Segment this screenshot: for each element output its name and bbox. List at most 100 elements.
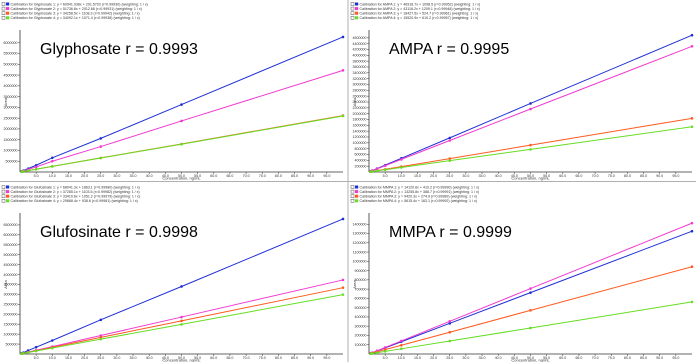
- x-axis-label: Concentration, ng/mL: [162, 358, 201, 362]
- y-tick-label: 3800000: [353, 59, 367, 63]
- data-point-s2: [448, 319, 452, 323]
- data-point-s1: [99, 318, 103, 322]
- legend-entry: Calibration for MMPA 4: y = 5615.4x + 16…: [360, 199, 478, 203]
- y-tick-label: 6000000: [4, 233, 18, 237]
- y-tick-label: 600000: [355, 297, 367, 301]
- data-point-s4: [448, 159, 452, 162]
- data-point-s2: [383, 164, 387, 167]
- x-tick-label: 5.0: [34, 174, 39, 178]
- data-point-s1: [341, 35, 345, 39]
- x-tick-label: 10.0: [49, 174, 56, 178]
- data-point-s1: [180, 103, 183, 106]
- y-tick-label: 1000000: [4, 149, 18, 153]
- data-point-s4: [400, 166, 403, 169]
- legend-swatch: [6, 199, 10, 203]
- x-tick-label: 40.0: [146, 174, 153, 178]
- x-tick-label: 35.0: [479, 356, 486, 360]
- data-point-s2: [375, 167, 379, 171]
- data-point-s1: [51, 156, 54, 160]
- data-point-s4: [341, 114, 345, 118]
- x-tick-label: 85.0: [640, 356, 647, 360]
- data-point-s2: [341, 69, 345, 72]
- data-point-s4: [21, 170, 25, 173]
- legend-checkbox: [350, 11, 355, 15]
- y-tick-label: 3600000: [353, 65, 367, 69]
- y-tick-label: 1200000: [353, 135, 367, 139]
- y-tick-label: 2400000: [353, 100, 367, 104]
- x-tick-label: 5.0: [383, 174, 388, 178]
- data-point-s4: [51, 346, 54, 350]
- data-point-s4: [448, 339, 452, 343]
- legend-checkbox: [1, 2, 6, 6]
- x-tick-label: 45.0: [511, 356, 518, 360]
- y-axis-label: Area: [3, 280, 8, 289]
- legend-checkbox: [1, 16, 6, 20]
- data-point-s2: [690, 221, 694, 225]
- data-point-s2: [34, 165, 38, 169]
- x-tick-label: 15.0: [65, 174, 72, 178]
- y-tick-label: 2800000: [353, 89, 367, 93]
- y-tick-label: 5500000: [4, 52, 18, 56]
- chart-panel-2: Calibration for AMPA 1: y = 46918.7x + 1…: [350, 2, 694, 181]
- legend-entry: Calibration for AMPA 4: y = 15520.9x + 6…: [360, 16, 479, 20]
- y-tick-label: 4400000: [353, 42, 367, 46]
- x-tick-label: 90.0: [656, 356, 663, 360]
- legend-entry: Calibration for Glyphosate 2: y = 51736.…: [11, 7, 142, 11]
- data-point-s2: [448, 139, 452, 142]
- legend-swatch: [6, 7, 10, 11]
- data-point-s1: [448, 322, 452, 325]
- legend-swatch: [355, 7, 359, 11]
- data-point-s4: [370, 170, 374, 173]
- x-tick-label: 70.0: [592, 356, 599, 360]
- y-tick-label: 700000: [355, 287, 367, 291]
- legend-swatch: [355, 199, 359, 203]
- x-tick-label: 30.0: [462, 356, 469, 360]
- data-point-s4: [375, 351, 379, 355]
- data-point-s4: [180, 142, 183, 146]
- x-tick-label: 15.0: [65, 356, 72, 360]
- x-tick-label: 25.0: [446, 356, 453, 360]
- x-tick-label: 30.0: [113, 174, 120, 178]
- legend-checkbox: [350, 16, 355, 20]
- x-tick-label: 60.0: [559, 174, 566, 178]
- x-tick-label: 20.0: [430, 356, 437, 360]
- legend-entry: Calibration for MMPA 3: y = 9420.3x + 27…: [360, 195, 478, 199]
- x-tick-label: 35.0: [130, 174, 137, 178]
- legend-entry: Calibration for AMPA 3: y = 18427.5x + 5…: [360, 12, 479, 16]
- data-point-s1: [51, 339, 54, 342]
- data-point-s3: [529, 143, 532, 147]
- data-point-s1: [690, 229, 694, 233]
- x-tick-label: 20.0: [430, 174, 437, 178]
- data-point-s1: [341, 217, 345, 221]
- x-tick-label: 20.0: [81, 356, 88, 360]
- x-tick-label: 40.0: [495, 356, 502, 360]
- data-point-s2: [529, 287, 532, 290]
- data-point-s2: [341, 278, 345, 282]
- x-tick-label: 40.0: [146, 356, 153, 360]
- legend-swatch: [355, 2, 359, 6]
- legend-swatch: [355, 194, 359, 198]
- data-point-s2: [400, 339, 403, 343]
- y-tick-label: 4500000: [4, 263, 18, 267]
- y-tick-label: 1500000: [4, 322, 18, 326]
- y-axis-label: Area: [3, 97, 8, 106]
- data-point-s2: [529, 107, 532, 111]
- data-point-s1: [34, 345, 38, 349]
- data-point-s4: [383, 168, 387, 172]
- y-axis-label: Area: [352, 280, 357, 289]
- legend-entry: Calibration for Glufosinate 2: y = 37285…: [11, 190, 140, 194]
- y-tick-label: 200000: [355, 334, 367, 338]
- legend-checkbox: [350, 185, 355, 189]
- x-tick-label: 60.0: [559, 356, 566, 360]
- x-tick-label: 55.0: [543, 174, 550, 178]
- panel-title: MMPA r = 0.9999: [389, 224, 512, 241]
- x-tick-label: 50.0: [527, 356, 534, 360]
- y-axis-label: Area: [352, 97, 357, 106]
- legend-swatch: [6, 16, 10, 20]
- legend-swatch: [355, 190, 359, 194]
- data-point-s4: [529, 148, 532, 151]
- x-tick-label: 90.0: [307, 174, 314, 178]
- x-tick-label: 5.0: [34, 356, 39, 360]
- x-tick-label: 25.0: [97, 356, 104, 360]
